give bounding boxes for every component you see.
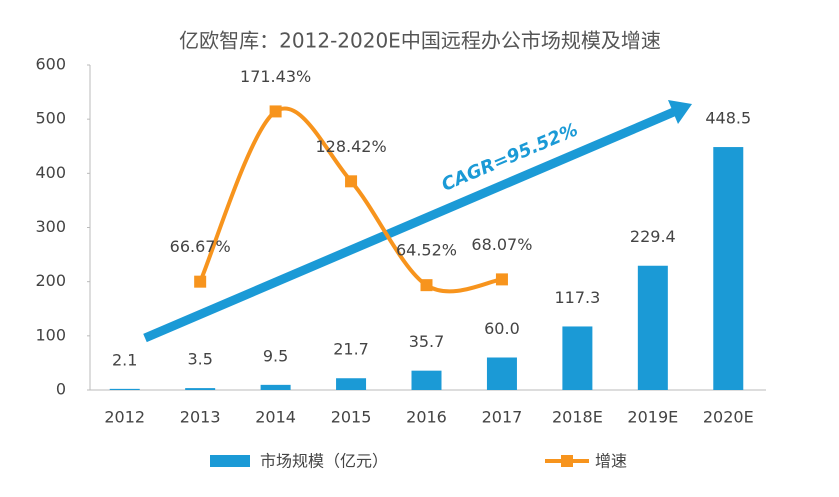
line	[198, 106, 503, 294]
legend-swatch	[210, 455, 250, 467]
bar	[562, 326, 593, 390]
legend-marker	[561, 455, 573, 467]
x-tick-label: 2012	[104, 408, 145, 427]
y-tick-label: 200	[35, 271, 66, 290]
bar	[486, 357, 517, 390]
x-tick-label: 2016	[406, 408, 447, 427]
x-tick-label: 2015	[331, 408, 372, 427]
bar	[637, 265, 668, 390]
data-label: 171.43%	[240, 67, 311, 86]
legend-label: 市场规模（亿元）	[260, 452, 388, 471]
data-label: 68.07%	[471, 235, 532, 254]
bar	[411, 370, 442, 390]
bar	[185, 388, 216, 390]
legend-label: 增速	[595, 452, 627, 471]
arrow-shaft	[143, 106, 678, 343]
x-tick-label: 2017	[482, 408, 523, 427]
chart-title: 亿欧智库：2012-2020E中国远程办公市场规模及增速	[179, 29, 661, 53]
y-tick-label: 600	[35, 55, 66, 74]
data-label: 229.4	[630, 227, 676, 246]
data-label: 64.52%	[396, 241, 457, 260]
bar	[713, 147, 744, 390]
x-tick-label: 2020E	[703, 408, 754, 427]
bar	[109, 388, 140, 390]
data-label: 9.5	[263, 346, 288, 365]
y-tick-label: 500	[35, 109, 66, 128]
data-label: 117.3	[554, 288, 600, 307]
data-label: 35.7	[409, 332, 445, 351]
y-tick-label: 300	[35, 217, 66, 236]
y-tick-label: 100	[35, 325, 66, 344]
data-label: 66.67%	[170, 237, 231, 256]
data-label: 60.0	[484, 319, 520, 338]
cagr-arrow	[143, 100, 692, 343]
data-label: 2.1	[112, 350, 137, 369]
bar	[260, 384, 291, 390]
data-label: 21.7	[333, 340, 369, 359]
data-label: 3.5	[187, 350, 212, 369]
x-tick-label: 2018E	[552, 408, 603, 427]
data-label: 128.42%	[315, 137, 386, 156]
y-tick-label: 400	[35, 163, 66, 182]
data-label: 448.5	[705, 109, 751, 128]
arrow-head	[668, 100, 692, 124]
x-tick-label: 2013	[180, 408, 221, 427]
x-tick-label: 2019E	[627, 408, 678, 427]
marker	[420, 279, 433, 292]
marker	[194, 275, 207, 288]
marker	[269, 105, 282, 118]
bar	[336, 378, 367, 390]
marker	[345, 175, 358, 188]
marker	[495, 273, 508, 286]
y-tick-label: 0	[56, 380, 66, 399]
x-tick-label: 2014	[255, 408, 296, 427]
